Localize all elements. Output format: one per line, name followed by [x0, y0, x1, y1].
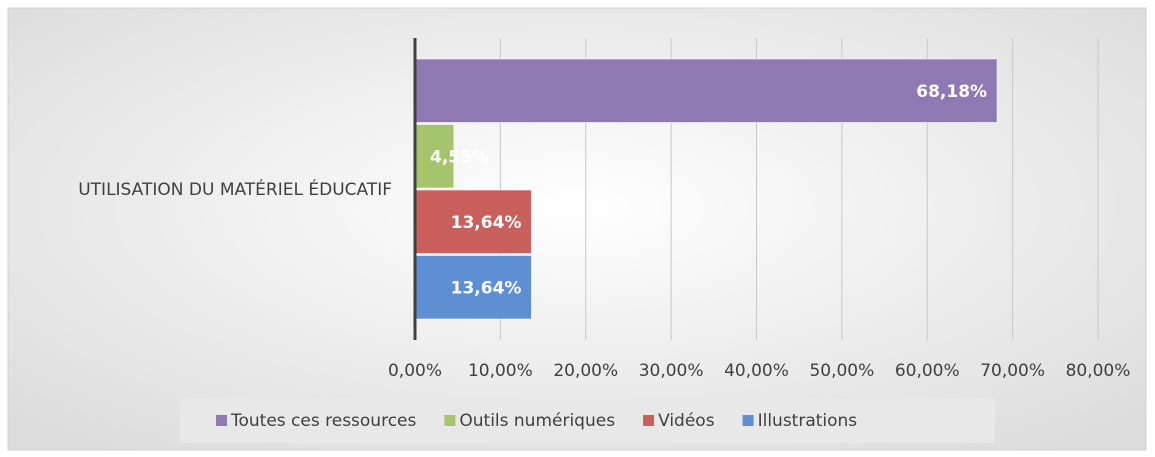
- value-label: 4,55%: [430, 147, 489, 167]
- x-tick-label: 70,00%: [980, 361, 1045, 381]
- legend-label: Outils numériques: [459, 411, 615, 431]
- value-label: 68,18%: [916, 82, 987, 102]
- x-tick-label: 40,00%: [724, 361, 789, 381]
- x-tick-label: 10,00%: [468, 361, 533, 381]
- value-label: 13,64%: [451, 278, 522, 298]
- y-tick-label: UTILISATION DU MATÉRIEL ÉDUCATIF: [78, 178, 392, 200]
- bar: [414, 124, 455, 189]
- legend-label: Vidéos: [658, 411, 715, 431]
- legend-swatch: [742, 415, 754, 426]
- legend-box: [180, 398, 995, 443]
- bar: [414, 255, 532, 320]
- bar: [414, 58, 998, 123]
- legend-swatch: [643, 415, 655, 426]
- x-tick-label: 30,00%: [639, 361, 704, 381]
- legend-swatch: [444, 415, 456, 426]
- x-tick-label: 0,00%: [388, 361, 442, 381]
- value-label: 13,64%: [451, 213, 522, 233]
- x-tick-label: 50,00%: [809, 361, 874, 381]
- legend-label: Toutes ces ressources: [230, 411, 417, 431]
- x-tick-label: 60,00%: [895, 361, 960, 381]
- x-tick-label: 20,00%: [553, 361, 618, 381]
- legend-swatch: [216, 415, 227, 426]
- legend-label: Illustrations: [758, 411, 858, 431]
- x-tick-label: 80,00%: [1066, 361, 1131, 381]
